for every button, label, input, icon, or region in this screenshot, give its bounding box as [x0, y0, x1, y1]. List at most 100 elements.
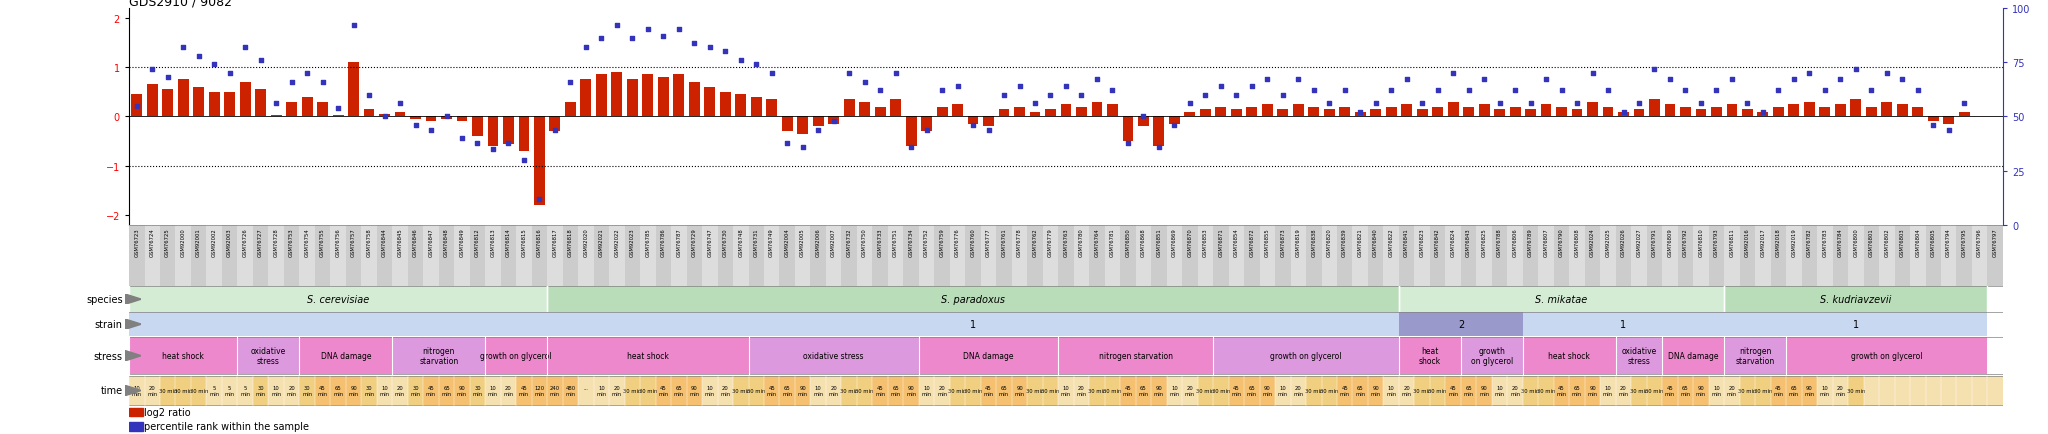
Bar [330, 376, 346, 405]
Bar [1290, 376, 1307, 405]
Bar [1276, 376, 1290, 405]
Text: 65
min: 65 min [1788, 385, 1798, 396]
Text: GSM76853: GSM76853 [1202, 227, 1208, 256]
Bar [748, 337, 920, 375]
Point [1530, 77, 1563, 84]
Text: GSM92019: GSM92019 [1792, 227, 1796, 256]
Bar [221, 226, 238, 286]
Bar [1786, 376, 1802, 405]
Point [1266, 92, 1298, 99]
Text: nitrogen starvation: nitrogen starvation [1098, 352, 1174, 360]
Bar [360, 376, 377, 405]
Point [631, 27, 664, 34]
Bar [1012, 376, 1028, 405]
Bar [145, 376, 160, 405]
Bar [317, 102, 328, 117]
Bar [1663, 226, 1677, 286]
Bar [535, 117, 545, 206]
Bar [565, 102, 575, 117]
Bar [625, 376, 641, 405]
Bar [1169, 117, 1180, 125]
Bar [270, 116, 281, 117]
Text: GSM76821: GSM76821 [1358, 227, 1362, 256]
Bar [672, 376, 686, 405]
Text: GSM76817: GSM76817 [553, 227, 557, 256]
Text: GSM76794: GSM76794 [1946, 227, 1952, 256]
Bar [1212, 337, 1399, 375]
Bar [408, 376, 424, 405]
Bar [1864, 376, 1880, 405]
Bar [825, 226, 842, 286]
Text: 90
min: 90 min [1014, 385, 1024, 396]
Text: 20
min: 20 min [287, 385, 297, 396]
Point [1917, 122, 1950, 129]
Bar [872, 226, 889, 286]
Bar [860, 102, 870, 117]
Text: GSM76841: GSM76841 [1405, 227, 1409, 256]
Bar [129, 422, 143, 431]
Bar [856, 376, 872, 405]
Text: GSM92004: GSM92004 [784, 227, 791, 256]
Text: GSM92018: GSM92018 [1776, 227, 1782, 256]
Bar [532, 226, 547, 286]
Text: GSM76803: GSM76803 [1901, 227, 1905, 256]
Bar [1337, 226, 1352, 286]
Bar [950, 226, 965, 286]
Bar [1507, 226, 1524, 286]
Text: GSM92001: GSM92001 [197, 227, 201, 256]
Text: GSM76792: GSM76792 [1683, 227, 1688, 256]
Bar [457, 117, 467, 122]
Text: 10
min: 10 min [1278, 385, 1288, 396]
Bar [1896, 105, 1907, 117]
Text: GSM92006: GSM92006 [815, 227, 821, 256]
Bar [981, 226, 995, 286]
Point [166, 44, 199, 51]
Bar [1772, 376, 1786, 405]
Text: 65
min: 65 min [674, 385, 684, 396]
Bar [1880, 226, 1894, 286]
Text: GSM76750: GSM76750 [862, 227, 866, 256]
Point [1761, 88, 1794, 95]
Point [1653, 77, 1686, 84]
Text: GSM92005: GSM92005 [801, 227, 805, 256]
Bar [1014, 107, 1024, 117]
Bar [1587, 102, 1597, 117]
Bar [393, 226, 408, 286]
Text: 30 min: 30 min [1104, 388, 1122, 393]
Bar [1462, 107, 1475, 117]
Point [662, 27, 694, 34]
Bar [686, 376, 702, 405]
Bar [1894, 226, 1911, 286]
Point [182, 53, 215, 60]
Bar [348, 63, 358, 117]
Bar [1958, 112, 1970, 117]
Text: GSM76733: GSM76733 [879, 227, 883, 256]
Text: 10
min: 10 min [1169, 385, 1180, 396]
Point [973, 127, 1006, 134]
Bar [891, 100, 901, 117]
Text: 30
min: 30 min [301, 385, 311, 396]
Point [786, 144, 819, 151]
Bar [717, 376, 733, 405]
Bar [1526, 110, 1536, 117]
Point [1808, 88, 1841, 95]
Text: 90
min: 90 min [1804, 385, 1815, 396]
Bar [1835, 105, 1845, 117]
Text: 30
min: 30 min [256, 385, 266, 396]
Text: 45
min: 45 min [1556, 385, 1567, 396]
Point [1190, 92, 1223, 99]
Text: 65
min: 65 min [1139, 385, 1149, 396]
Point [987, 92, 1020, 99]
Bar [1927, 117, 1939, 122]
Text: 45
min: 45 min [766, 385, 776, 396]
Text: GSM76810: GSM76810 [1698, 227, 1704, 256]
Point [199, 62, 231, 69]
Text: GSM76786: GSM76786 [662, 227, 666, 256]
Bar [1972, 226, 1987, 286]
Bar [377, 376, 393, 405]
Point [307, 79, 340, 86]
Bar [1616, 376, 1632, 405]
Bar [1260, 376, 1276, 405]
Bar [485, 376, 500, 405]
Bar [1399, 226, 1415, 286]
